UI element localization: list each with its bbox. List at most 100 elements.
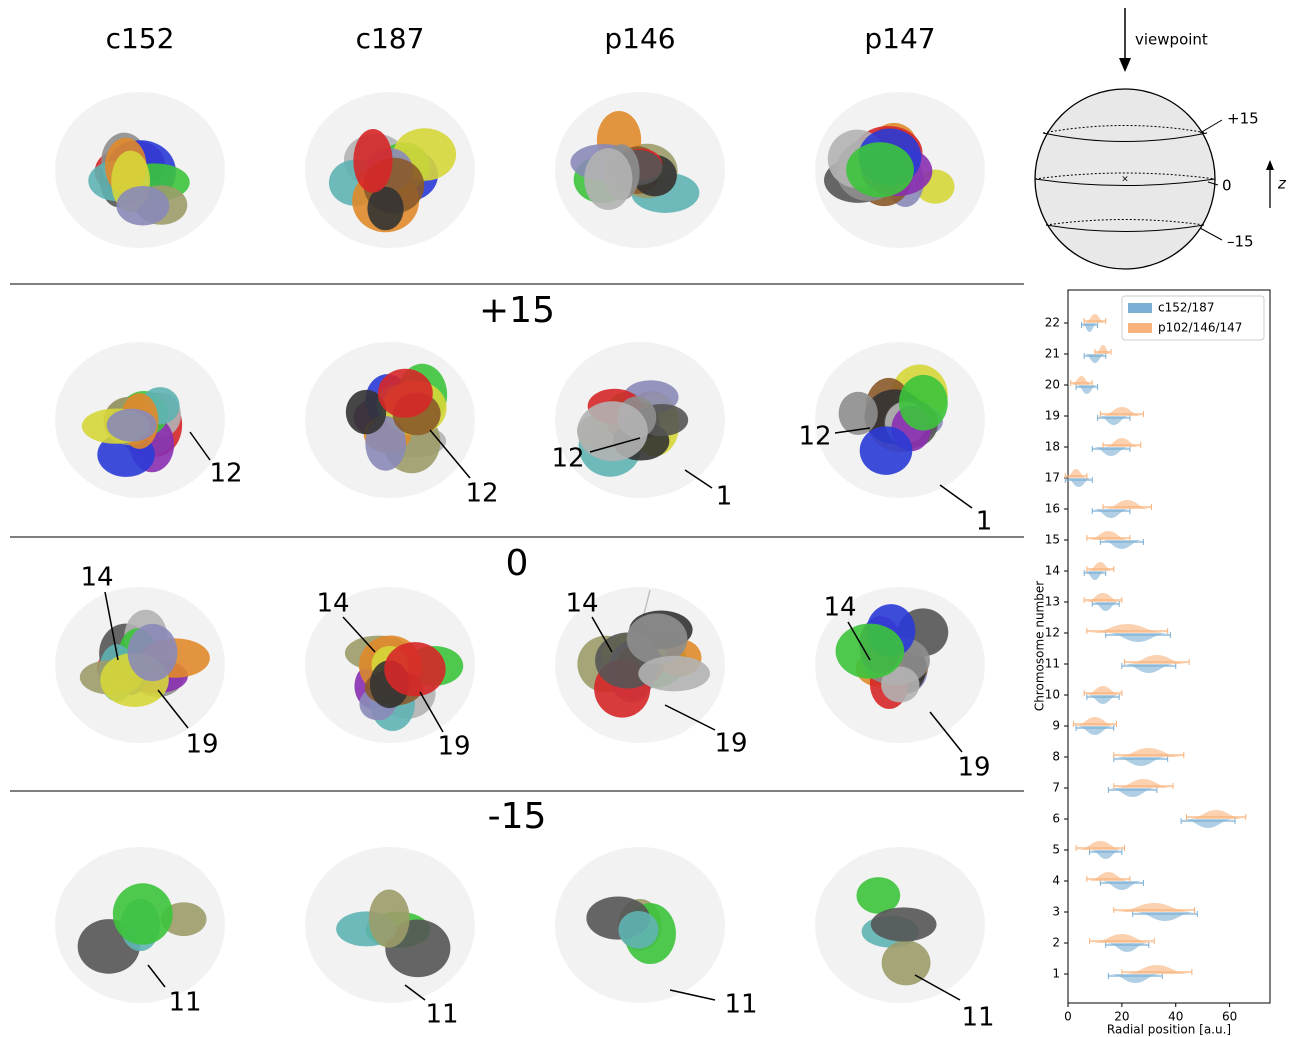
annotation: 12 [551, 444, 584, 474]
violin [1090, 934, 1155, 943]
y-tick-label: 4 [1052, 874, 1060, 888]
y-tick-label: 7 [1052, 781, 1060, 795]
annotation: 19 [714, 729, 747, 759]
level-label: –15 [1227, 233, 1254, 251]
column-title: p146 [604, 22, 675, 55]
arrow-head [1119, 58, 1131, 72]
violin [1087, 531, 1130, 540]
chromosome-blob [846, 142, 914, 197]
y-tick-label: 14 [1045, 564, 1060, 578]
y-tick-label: 16 [1045, 502, 1060, 516]
violin [1073, 717, 1116, 726]
chromosome-blob [384, 642, 445, 696]
chromosome-blob [128, 624, 178, 681]
violin [1106, 943, 1149, 952]
annotation: 12 [209, 459, 242, 489]
violin [1081, 323, 1097, 332]
structure-render [305, 847, 475, 1003]
section-label: -15 [488, 796, 547, 837]
violin [1092, 602, 1119, 611]
y-tick-label: 12 [1045, 626, 1060, 640]
violin [1098, 416, 1130, 425]
violin [1181, 819, 1235, 828]
violin [1114, 757, 1168, 766]
legend-swatch [1128, 323, 1152, 333]
annotation: 19 [437, 732, 470, 762]
violin [1108, 788, 1156, 797]
annotation: 14 [316, 589, 349, 619]
annotation: 14 [823, 593, 856, 623]
chromosome-blob [577, 401, 648, 461]
x-tick-label: 20 [1114, 1010, 1129, 1024]
violin [1125, 655, 1190, 664]
y-tick-label: 3 [1052, 905, 1060, 919]
column-title: c187 [356, 22, 425, 55]
annotation: 1 [716, 482, 733, 512]
violin [1103, 438, 1141, 447]
y-tick-label: 13 [1045, 595, 1060, 609]
structure-render [555, 92, 725, 248]
annotation: 19 [957, 753, 990, 783]
chromosome-blob [839, 392, 878, 435]
violin [1100, 407, 1143, 416]
structure-render [305, 92, 475, 248]
chromosome-blob [584, 148, 632, 210]
violin [1108, 974, 1162, 983]
violin [1084, 354, 1106, 363]
annotation: 14 [565, 589, 598, 619]
structure-render [55, 342, 225, 498]
x-tick-label: 40 [1168, 1010, 1183, 1024]
violin [1133, 912, 1198, 921]
violin [1114, 779, 1173, 788]
chromosome-blob [378, 369, 433, 418]
chromosome-blob [107, 409, 157, 442]
violin [1084, 593, 1122, 602]
violin [1100, 881, 1143, 890]
x-axis-label: Radial position [a.u.] [1107, 1023, 1231, 1037]
section-label: 0 [506, 543, 529, 584]
chromosome-blob [369, 889, 410, 947]
legend-label: c152/187 [1158, 301, 1214, 315]
violin [1084, 686, 1122, 695]
center-mark: × [1121, 175, 1129, 185]
violin [1076, 841, 1124, 850]
y-tick-label: 2 [1052, 936, 1060, 950]
schematic: viewpoint × +15 0 –15 z [1035, 8, 1287, 269]
y-tick-label: 11 [1045, 657, 1060, 671]
y-tick-label: 6 [1052, 812, 1060, 826]
chromosome-blob [899, 375, 948, 431]
column-title: p147 [864, 22, 935, 55]
y-tick-label: 17 [1045, 471, 1060, 485]
y-tick-label: 18 [1045, 440, 1060, 454]
annotation: 12 [465, 479, 498, 509]
violin [1087, 872, 1130, 881]
violin [1122, 965, 1192, 974]
violin [1187, 810, 1246, 819]
violin [1084, 571, 1106, 580]
structure-render [815, 847, 985, 1003]
y-tick-label: 1 [1052, 967, 1060, 981]
chromosome-blob [367, 187, 403, 231]
violin [1092, 447, 1130, 456]
chromosome-blob [113, 883, 173, 944]
legend-swatch [1128, 303, 1152, 313]
level-label: +15 [1227, 110, 1259, 128]
y-tick-label: 9 [1052, 719, 1060, 733]
violin [1090, 850, 1122, 859]
y-tick-label: 8 [1052, 750, 1060, 764]
structure-render [55, 92, 225, 248]
violin [1071, 376, 1093, 385]
y-tick-label: 21 [1045, 347, 1060, 361]
structure-render [305, 342, 475, 498]
leader-line [1200, 228, 1222, 240]
x-tick-label: 0 [1064, 1010, 1072, 1024]
viewpoint-label: viewpoint [1135, 31, 1208, 49]
y-tick-label: 10 [1045, 688, 1060, 702]
violin [1095, 345, 1111, 354]
structure-render [55, 847, 225, 1003]
chromosome-blob [860, 426, 913, 475]
figure: viewpoint × +15 0 –15 z 0204060Radial po… [0, 0, 1296, 1037]
y-tick-label: 20 [1045, 378, 1060, 392]
chromosome-blob [116, 186, 169, 226]
